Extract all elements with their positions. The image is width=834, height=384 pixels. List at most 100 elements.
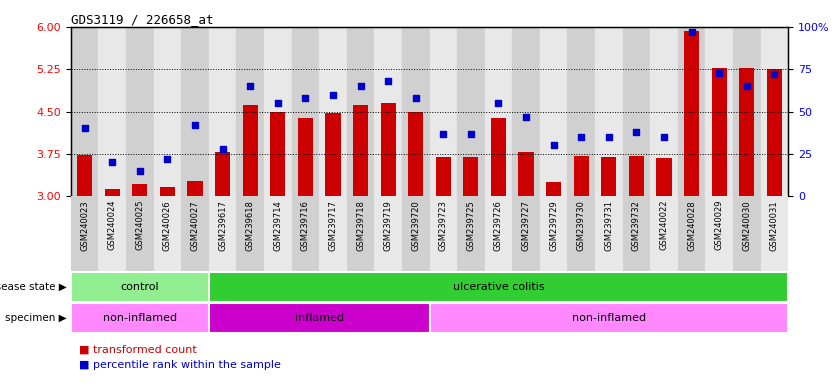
Point [381,78,394,84]
Bar [402,196,430,271]
Bar [374,27,402,196]
Bar [540,196,567,271]
Bar [71,196,98,271]
Text: GSM240024: GSM240024 [108,200,117,250]
Bar [512,27,540,196]
Point [106,159,119,166]
Text: GSM239725: GSM239725 [466,200,475,251]
Point [133,168,147,174]
Bar [512,196,540,271]
Bar [319,27,347,196]
Bar [208,303,430,333]
Bar [181,27,208,196]
Text: ■ percentile rank within the sample: ■ percentile rank within the sample [79,360,281,370]
Bar [208,272,788,302]
Bar [457,27,485,196]
Bar [153,196,181,271]
Bar [353,105,368,196]
Text: GSM239730: GSM239730 [577,200,585,251]
Point [409,95,422,101]
Bar [98,27,126,196]
Text: ■ transformed count: ■ transformed count [79,344,197,354]
Text: non-inflamed: non-inflamed [103,313,177,323]
Bar [706,27,733,196]
Text: disease state ▶: disease state ▶ [0,282,67,292]
Text: GSM240025: GSM240025 [135,200,144,250]
Text: GSM239717: GSM239717 [329,200,338,251]
Bar [71,272,208,302]
Bar [347,196,374,271]
Text: GSM239723: GSM239723 [439,200,448,251]
Text: GSM239732: GSM239732 [632,200,641,251]
Bar [706,196,733,271]
Text: GSM240027: GSM240027 [190,200,199,251]
Point [547,142,560,149]
Bar [133,184,148,196]
Bar [236,196,264,271]
Text: GSM239718: GSM239718 [356,200,365,251]
Bar [71,27,98,196]
Bar [215,152,230,196]
Bar [188,181,203,196]
Point [520,114,533,120]
Bar [181,196,208,271]
Point [161,156,174,162]
Bar [430,196,457,271]
Point [602,134,615,140]
Point [575,134,588,140]
Point [437,131,450,137]
Text: GSM239726: GSM239726 [494,200,503,251]
Bar [430,303,788,333]
Bar [485,27,512,196]
Text: GSM239719: GSM239719 [384,200,393,251]
Text: GSM240026: GSM240026 [163,200,172,251]
Bar [298,118,313,196]
Bar [153,27,181,196]
Bar [402,27,430,196]
Bar [380,103,395,196]
Bar [574,156,589,196]
Text: specimen ▶: specimen ▶ [5,313,67,323]
Text: GSM240030: GSM240030 [742,200,751,251]
Bar [623,27,651,196]
Bar [126,27,153,196]
Bar [766,69,782,196]
Point [354,83,367,89]
Bar [684,31,699,196]
Bar [623,196,651,271]
Bar [491,118,506,196]
Text: control: control [121,282,159,292]
Bar [485,196,512,271]
Bar [567,196,595,271]
Bar [347,27,374,196]
Point [216,146,229,152]
Text: GSM239731: GSM239731 [605,200,613,251]
Point [630,129,643,135]
Point [740,83,753,89]
Bar [546,182,561,196]
Bar [430,27,457,196]
Bar [325,113,340,196]
Bar [374,196,402,271]
Bar [567,27,595,196]
Bar [408,112,424,196]
Bar [264,27,292,196]
Point [712,70,726,76]
Text: GSM239617: GSM239617 [219,200,227,251]
Bar [208,196,236,271]
Text: ulcerative colitis: ulcerative colitis [453,282,545,292]
Bar [435,157,451,196]
Bar [739,68,754,196]
Bar [464,157,479,196]
Bar [656,158,671,196]
Text: GSM239716: GSM239716 [301,200,310,251]
Text: GSM240022: GSM240022 [660,200,669,250]
Point [767,71,781,77]
Bar [457,196,485,271]
Bar [236,27,264,196]
Bar [761,27,788,196]
Bar [292,27,319,196]
Bar [519,152,534,196]
Bar [651,196,678,271]
Point [78,126,92,132]
